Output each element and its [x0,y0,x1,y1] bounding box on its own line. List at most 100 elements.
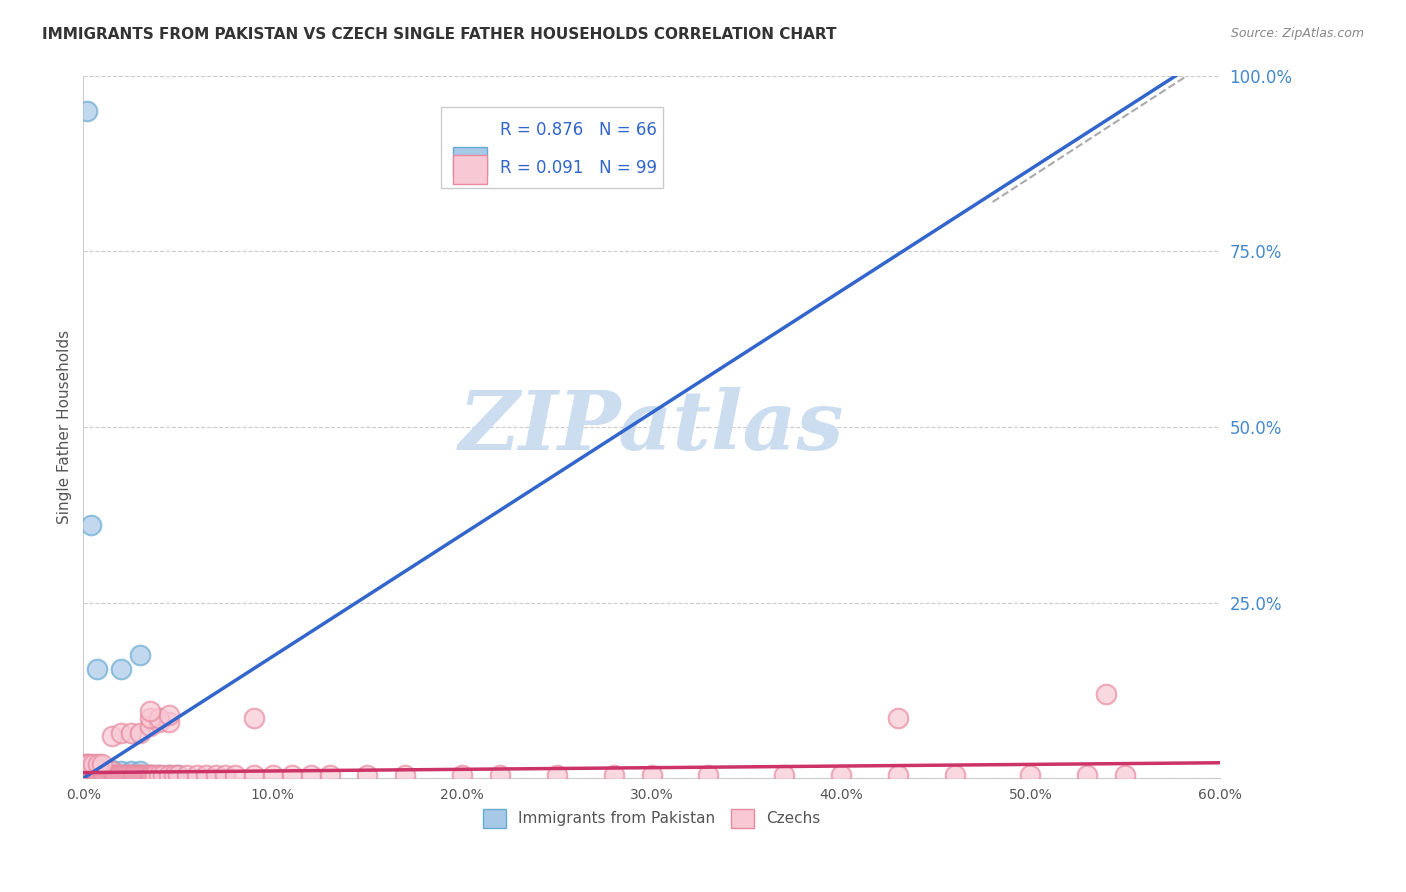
Point [82,765,104,780]
Point [100,768,122,782]
Point [80,765,103,780]
Point [94,764,117,779]
Point [262,768,284,782]
Point [76,103,98,118]
Point [76,763,98,777]
Point [148,768,170,782]
Point [94,768,117,782]
Point [82,768,104,782]
Point [1076,768,1098,782]
Point [77,768,100,782]
Point [124,768,146,782]
Point [118,768,141,782]
Point [75,763,97,777]
Point [103,768,125,782]
Point [86,662,108,676]
Point [75,768,97,782]
Point [138,718,160,732]
Point [87,765,110,780]
Point [167,768,190,782]
Point [110,662,132,676]
Point [148,711,170,725]
Point [489,768,512,782]
Point [176,768,198,782]
Point [640,768,662,782]
FancyBboxPatch shape [441,107,664,188]
Point [86,764,108,779]
Point [110,768,132,782]
Point [83,764,105,779]
Point [157,768,180,782]
Point [157,708,180,723]
Bar [453,147,486,177]
Point [83,764,105,779]
Point [546,768,568,782]
Point [602,768,624,782]
Point [98,768,121,782]
Point [93,765,115,780]
Point [125,768,148,782]
Point [75,764,97,779]
Point [89,763,111,777]
Point [82,757,104,772]
Point [136,768,159,782]
Y-axis label: Single Father Households: Single Father Households [58,330,72,524]
Point [105,768,128,782]
Point [77,764,100,779]
Point [356,768,378,782]
Point [93,768,115,782]
Point [129,768,152,782]
Point [943,768,966,782]
Point [94,768,117,782]
Point [100,764,122,779]
Point [91,768,114,782]
Point [82,763,104,777]
Text: R = 0.091   N = 99: R = 0.091 N = 99 [501,159,658,177]
Point [80,768,103,782]
Point [152,768,174,782]
Point [75,768,97,782]
Point [76,764,98,779]
Legend: Immigrants from Pakistan, Czechs: Immigrants from Pakistan, Czechs [477,803,827,834]
Point [120,768,142,782]
Point [157,714,180,729]
Point [98,768,121,782]
Point [75,764,97,779]
Point [129,764,152,779]
Point [77,765,100,780]
Point [97,768,120,782]
Point [77,764,100,779]
Point [76,757,98,772]
Point [87,764,110,779]
Point [142,768,165,782]
Point [224,768,246,782]
Point [129,648,152,663]
Point [120,768,142,782]
Point [100,768,122,782]
Point [91,764,114,779]
Point [87,768,110,782]
Point [121,768,143,782]
Point [115,768,138,782]
Point [87,764,110,779]
Point [163,768,186,782]
Point [91,764,114,779]
Point [80,768,103,782]
Point [91,757,114,772]
Point [157,768,180,782]
Point [93,768,115,782]
Point [214,768,236,782]
Point [76,768,98,782]
Point [76,763,98,777]
Point [138,768,160,782]
Point [887,711,910,725]
Point [132,768,155,782]
Point [75,757,97,772]
Text: Source: ZipAtlas.com: Source: ZipAtlas.com [1230,27,1364,40]
Point [186,768,208,782]
Point [100,729,122,743]
Point [114,768,136,782]
Point [394,768,416,782]
Point [110,764,132,779]
Point [89,768,111,782]
